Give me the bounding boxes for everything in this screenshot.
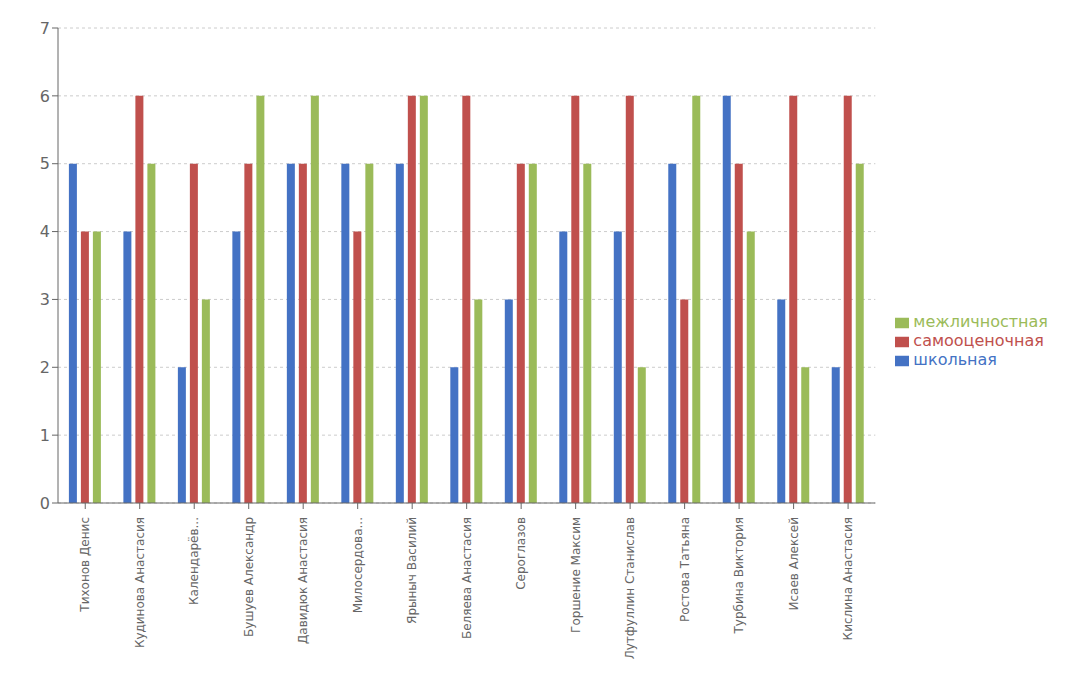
html-text:школьная: школьная	[913, 350, 997, 369]
svg-text:Лутфуллин Станислав: Лутфуллин Станислав	[623, 517, 637, 659]
svg-text:3: 3	[40, 290, 50, 309]
svg-text:Сероглазов: Сероглазов	[514, 517, 528, 590]
svg-text:Календарёв...: Календарёв...	[187, 517, 201, 605]
svg-text:Ярыныч Василий: Ярыныч Василий	[405, 517, 419, 624]
svg-text:Давидюк Анастасия: Давидюк Анастасия	[296, 517, 310, 644]
svg-text:Бушуев Александр: Бушуев Александр	[242, 517, 256, 637]
svg-text:Горшение Максим: Горшение Максим	[569, 517, 583, 633]
svg-text:5: 5	[40, 154, 50, 173]
svg-text:Милосердова...: Милосердова...	[351, 517, 365, 613]
svg-text:Тихонов Денис: Тихонов Денис	[78, 517, 92, 613]
svg-text:Беляева Анастасия: Беляева Анастасия	[460, 517, 474, 639]
svg-text:Турбина Виктория: Турбина Виктория	[732, 517, 746, 635]
svg-text:Кислина Анастасия: Кислина Анастасия	[841, 517, 855, 640]
svg-text:Исаев Алексей: Исаев Алексей	[787, 517, 801, 611]
svg-text:4: 4	[40, 222, 50, 241]
svg-text:0: 0	[40, 494, 50, 513]
svg-text:Ростова Татьяна: Ростова Татьяна	[678, 517, 692, 622]
svg-text:6: 6	[40, 87, 50, 106]
svg-text:1: 1	[40, 426, 50, 445]
html-text:самооценочная: самооценочная	[913, 331, 1044, 350]
svg-text:7: 7	[40, 19, 50, 38]
svg-text:Кудинова Анастасия: Кудинова Анастасия	[133, 517, 147, 648]
svg-text:2: 2	[40, 358, 50, 377]
html-text:межличностная: межличностная	[913, 312, 1048, 331]
